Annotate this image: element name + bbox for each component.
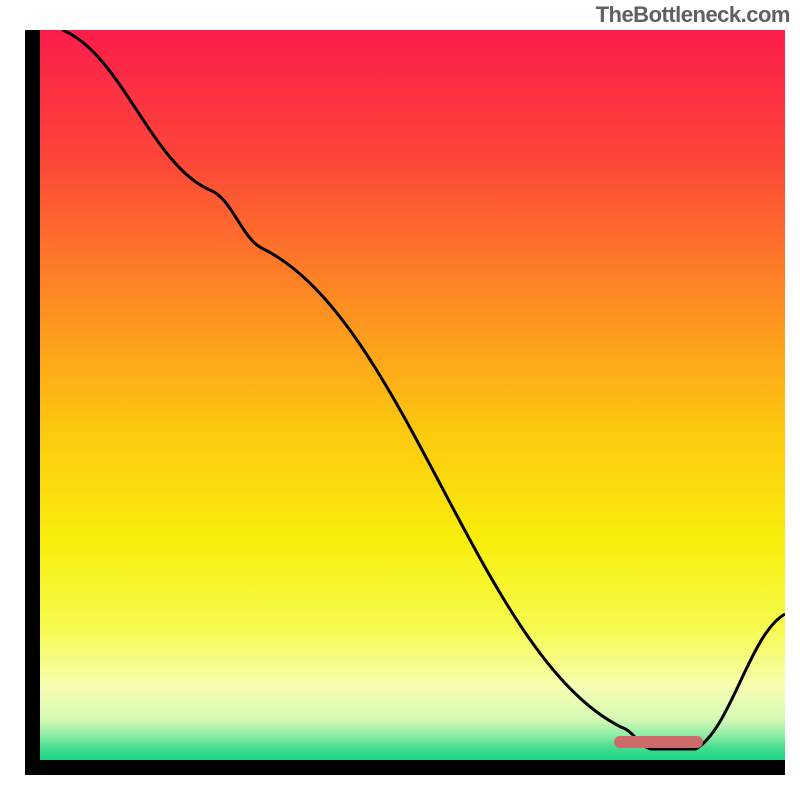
optimal-range-marker	[614, 736, 703, 748]
y-axis	[25, 30, 40, 775]
gradient-background	[40, 30, 785, 760]
chart-canvas: TheBottleneck.com	[0, 0, 800, 800]
watermark-text: TheBottleneck.com	[596, 2, 790, 28]
x-axis	[25, 760, 785, 775]
plot-area	[40, 30, 785, 760]
plot-svg	[40, 30, 785, 760]
